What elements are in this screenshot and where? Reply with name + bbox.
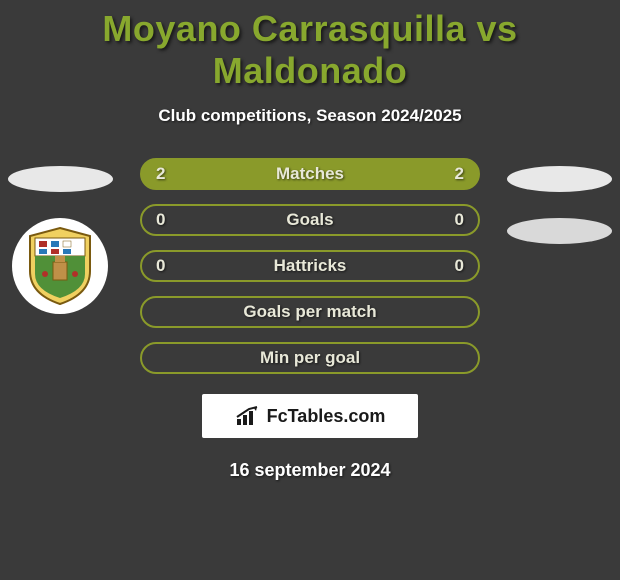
stat-left-value: 0 bbox=[156, 256, 176, 276]
chart-icon bbox=[235, 405, 261, 427]
page-title: Moyano Carrasquilla vs Maldonado bbox=[0, 0, 620, 92]
player-left-avatar bbox=[8, 166, 113, 192]
stat-row-mpg: Min per goal bbox=[140, 342, 480, 374]
crest-icon bbox=[25, 226, 95, 306]
stat-label: Goals per match bbox=[156, 302, 464, 322]
date-label: 16 september 2024 bbox=[0, 460, 620, 481]
stat-left-value: 2 bbox=[156, 164, 176, 184]
stat-right-value: 2 bbox=[444, 164, 464, 184]
stats-rows: 2 Matches 2 0 Goals 0 0 Hattricks 0 Goal… bbox=[140, 158, 480, 374]
stat-right-value: 0 bbox=[444, 210, 464, 230]
comparison-panel: 2 Matches 2 0 Goals 0 0 Hattricks 0 Goal… bbox=[0, 158, 620, 481]
stat-label: Min per goal bbox=[156, 348, 464, 368]
stat-label: Goals bbox=[176, 210, 444, 230]
stat-label: Matches bbox=[176, 164, 444, 184]
club-right-badge bbox=[507, 218, 612, 244]
stat-row-hattricks: 0 Hattricks 0 bbox=[140, 250, 480, 282]
stat-row-matches: 2 Matches 2 bbox=[140, 158, 480, 190]
stat-left-value: 0 bbox=[156, 210, 176, 230]
stat-row-goals: 0 Goals 0 bbox=[140, 204, 480, 236]
stat-right-value: 0 bbox=[444, 256, 464, 276]
subtitle: Club competitions, Season 2024/2025 bbox=[0, 106, 620, 126]
stat-label: Hattricks bbox=[176, 256, 444, 276]
player-right-avatar bbox=[507, 166, 612, 192]
brand-badge: FcTables.com bbox=[202, 394, 418, 438]
brand-text: FcTables.com bbox=[267, 406, 386, 427]
club-left-crest bbox=[12, 218, 108, 314]
stat-row-gpm: Goals per match bbox=[140, 296, 480, 328]
